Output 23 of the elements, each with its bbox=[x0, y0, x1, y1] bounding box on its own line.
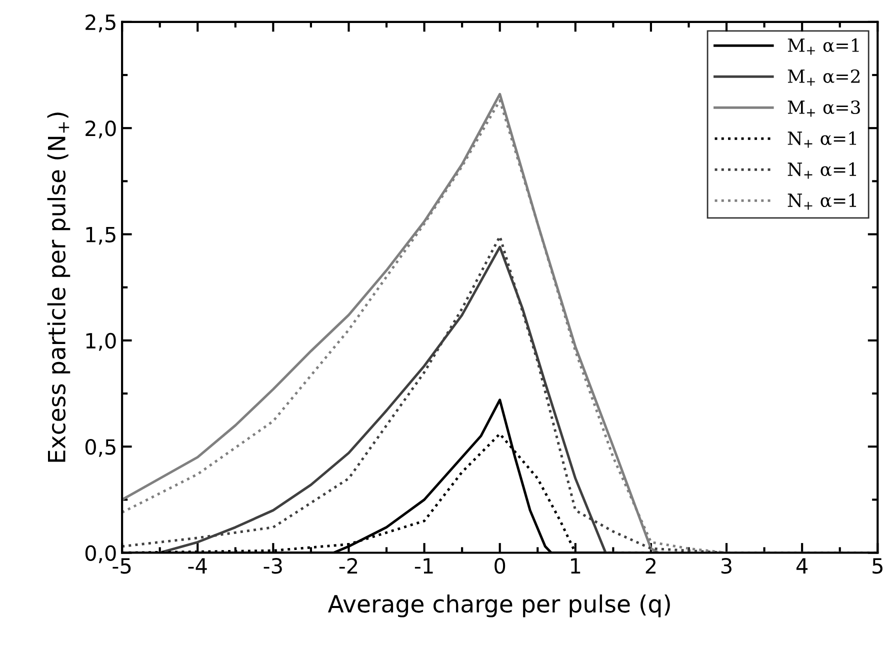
x-tick-label: -2 bbox=[339, 558, 358, 574]
x-tick-label: -3 bbox=[264, 558, 282, 574]
legend-label: N$_{+}$ α=1 bbox=[788, 162, 856, 179]
x-tick-label: -1 bbox=[414, 558, 433, 574]
legend-label: M$_{+}$ α=3 bbox=[788, 100, 860, 117]
x-tick-label: -4 bbox=[188, 558, 207, 574]
x-tick-label: 3 bbox=[721, 558, 732, 574]
x-tick-label: 4 bbox=[796, 558, 808, 574]
legend-label: N$_{+}$ α=1 bbox=[788, 131, 856, 148]
x-tick-label: 0 bbox=[494, 558, 506, 574]
y-tick-label: 2,5 bbox=[86, 14, 116, 32]
x-tick-label: 1 bbox=[571, 558, 580, 574]
legend-label: M$_{+}$ α=1 bbox=[788, 38, 859, 55]
y-tick-label: 1,0 bbox=[86, 332, 116, 351]
y-axis-title: Excess particle per pulse (N$_{+}$) bbox=[47, 112, 70, 462]
y-tick-label: 2,0 bbox=[86, 120, 116, 138]
x-tick-label: 2 bbox=[646, 558, 656, 574]
legend-label: N$_{+}$ α=1 bbox=[788, 193, 856, 210]
x-tick-label: 5 bbox=[872, 558, 882, 574]
y-tick-label: 1,5 bbox=[86, 226, 116, 245]
x-axis-title: Average charge per pulse (q) bbox=[328, 594, 670, 618]
y-tick-label: 0,5 bbox=[85, 439, 116, 457]
legend-label: M$_{+}$ α=2 bbox=[788, 69, 860, 86]
